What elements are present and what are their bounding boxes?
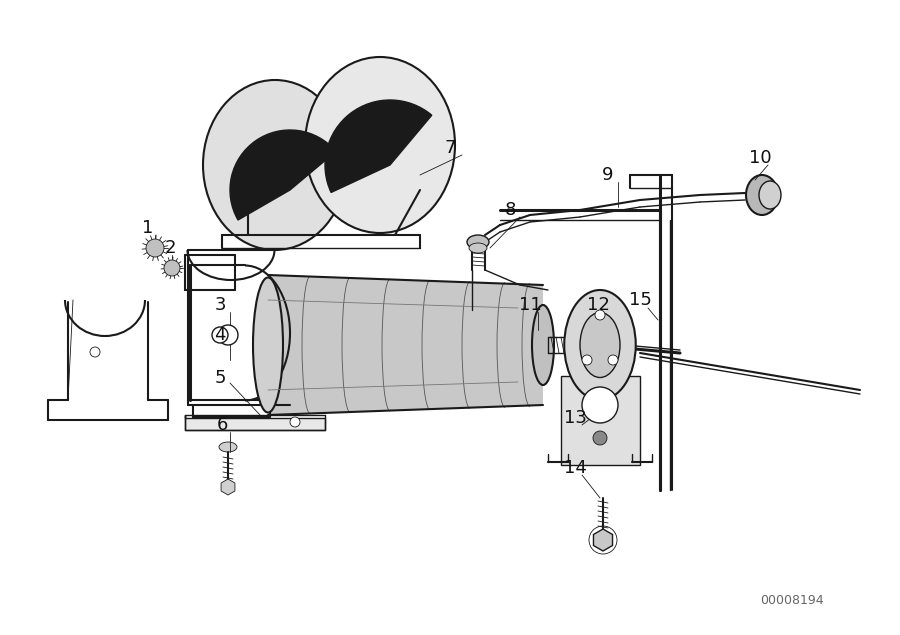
- Circle shape: [164, 260, 180, 276]
- Text: 11: 11: [518, 296, 542, 314]
- Wedge shape: [230, 130, 336, 220]
- Ellipse shape: [759, 181, 781, 209]
- Text: 6: 6: [216, 416, 228, 434]
- Text: 2: 2: [164, 239, 176, 257]
- Ellipse shape: [219, 442, 237, 452]
- Circle shape: [146, 239, 164, 257]
- Text: 4: 4: [214, 326, 226, 344]
- Text: 14: 14: [563, 459, 587, 477]
- Ellipse shape: [532, 305, 554, 385]
- Circle shape: [218, 325, 238, 345]
- Circle shape: [595, 310, 605, 320]
- Circle shape: [290, 417, 300, 427]
- Ellipse shape: [469, 243, 487, 253]
- Text: 3: 3: [214, 296, 226, 314]
- Text: 9: 9: [602, 166, 614, 184]
- Text: 15: 15: [628, 291, 652, 309]
- Text: 7: 7: [445, 139, 455, 157]
- Text: 12: 12: [587, 296, 609, 314]
- Circle shape: [212, 327, 228, 343]
- Circle shape: [582, 355, 592, 365]
- Polygon shape: [185, 415, 325, 430]
- Ellipse shape: [564, 290, 635, 400]
- Text: 1: 1: [142, 219, 154, 237]
- Text: 00008194: 00008194: [760, 594, 824, 606]
- Text: 5: 5: [214, 369, 226, 387]
- Circle shape: [582, 387, 618, 423]
- Text: 8: 8: [504, 201, 516, 219]
- Ellipse shape: [203, 80, 347, 250]
- Ellipse shape: [746, 175, 778, 215]
- Wedge shape: [325, 100, 432, 192]
- Text: 10: 10: [749, 149, 771, 167]
- Circle shape: [593, 431, 607, 445]
- Circle shape: [90, 347, 100, 357]
- Ellipse shape: [467, 235, 489, 249]
- FancyBboxPatch shape: [561, 376, 640, 465]
- Polygon shape: [268, 275, 543, 415]
- Ellipse shape: [580, 312, 620, 377]
- Ellipse shape: [253, 277, 283, 413]
- Ellipse shape: [305, 57, 455, 233]
- Circle shape: [608, 355, 618, 365]
- Text: 13: 13: [563, 409, 587, 427]
